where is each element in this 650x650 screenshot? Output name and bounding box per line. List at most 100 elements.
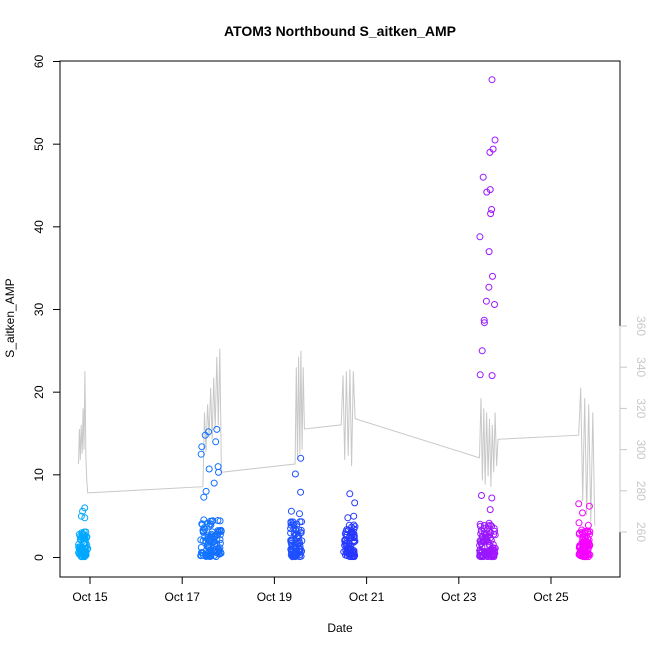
chart-title: ATOM3 Northbound S_aitken_AMP [224,23,456,39]
data-point [199,527,207,535]
data-point [291,531,299,539]
data-point [205,543,213,550]
y-tick-label: 0 [32,554,46,561]
data-point [202,552,210,560]
data-point [486,148,494,156]
y2-tick-label: 320 [634,398,648,418]
data-point [581,550,588,558]
data-point [485,248,493,256]
x-tick-label: Oct 15 [72,590,108,604]
data-point [479,533,487,541]
data-point [476,371,484,379]
x-axis-label: Date [327,621,353,635]
data-point [201,431,209,439]
data-point [483,188,491,196]
data-point [486,521,494,529]
data-point [350,533,358,541]
data-point [483,552,491,560]
data-point [207,521,215,529]
x-tick-label: Oct 17 [165,590,201,604]
data-point [211,551,219,559]
data-point [351,537,359,545]
data-point [292,527,300,535]
data-point [297,454,305,462]
data-point [479,173,487,181]
data-point [485,283,493,291]
data-point [344,514,352,522]
data-point [342,541,350,549]
data-point [351,499,359,507]
data-point [81,514,89,522]
data-point [584,521,592,529]
data-point [476,233,484,241]
data-point [215,468,222,476]
data-point [478,347,486,355]
data-point [480,319,488,327]
data-point [350,521,358,529]
data-point [217,527,225,535]
y-tick-label: 20 [32,385,46,399]
data-point [488,372,496,380]
data-point [206,553,214,560]
data-point [209,517,217,525]
data-point [479,551,487,559]
data-point [287,529,295,537]
data-point [486,506,494,514]
data-point [488,494,496,502]
data-point [491,301,498,308]
data-point [206,517,214,525]
data-point [483,547,491,555]
data-point [584,528,592,536]
data-point [200,493,208,501]
data-point [199,537,207,545]
y-tick-label: 30 [32,303,46,317]
data-point [214,517,222,524]
data-point [488,522,496,530]
x-tick-label: Oct 23 [441,590,477,604]
data-point [346,532,354,540]
data-point [480,316,488,324]
y-tick-label: 60 [32,55,46,69]
data-point [197,450,205,458]
data-point [298,537,306,545]
data-point [200,516,208,524]
y2-tick-label: 260 [634,522,648,542]
axes: Oct 15 Oct 17 Oct 19 Oct 21 Oct 23 Oct 25 0 10 2… [32,55,648,604]
data-point [213,425,221,433]
y2-tick-label: 280 [634,481,648,501]
y2-tick-label: 340 [634,357,648,377]
data-point [212,548,219,556]
data-point [81,552,89,560]
data-point [480,529,488,537]
data-point [205,465,213,473]
data-point [477,522,484,530]
data-point [488,76,496,84]
scatter-points [75,76,594,561]
data-point [206,535,214,543]
data-point [296,510,303,518]
data-point [197,552,205,560]
data-point [584,542,592,550]
right-axis-line-series [78,348,596,526]
data-point [198,549,205,557]
y-tick-label: 40 [32,220,46,234]
data-point [198,520,206,528]
data-point [489,550,497,558]
data-point [198,443,206,451]
data-point [298,518,306,526]
data-point [287,536,295,544]
y-tick-label: 50 [32,137,46,151]
data-point [297,488,305,496]
data-point [585,502,593,510]
data-point [80,551,88,559]
data-point [204,533,212,541]
data-point [346,490,354,498]
y-tick-label: 10 [32,468,46,482]
data-point [579,509,586,517]
data-point [576,529,583,537]
data-point [487,210,495,218]
data-point [200,524,208,532]
x-tick-label: Oct 19 [257,590,293,604]
y2-tick-label: 300 [634,440,648,460]
